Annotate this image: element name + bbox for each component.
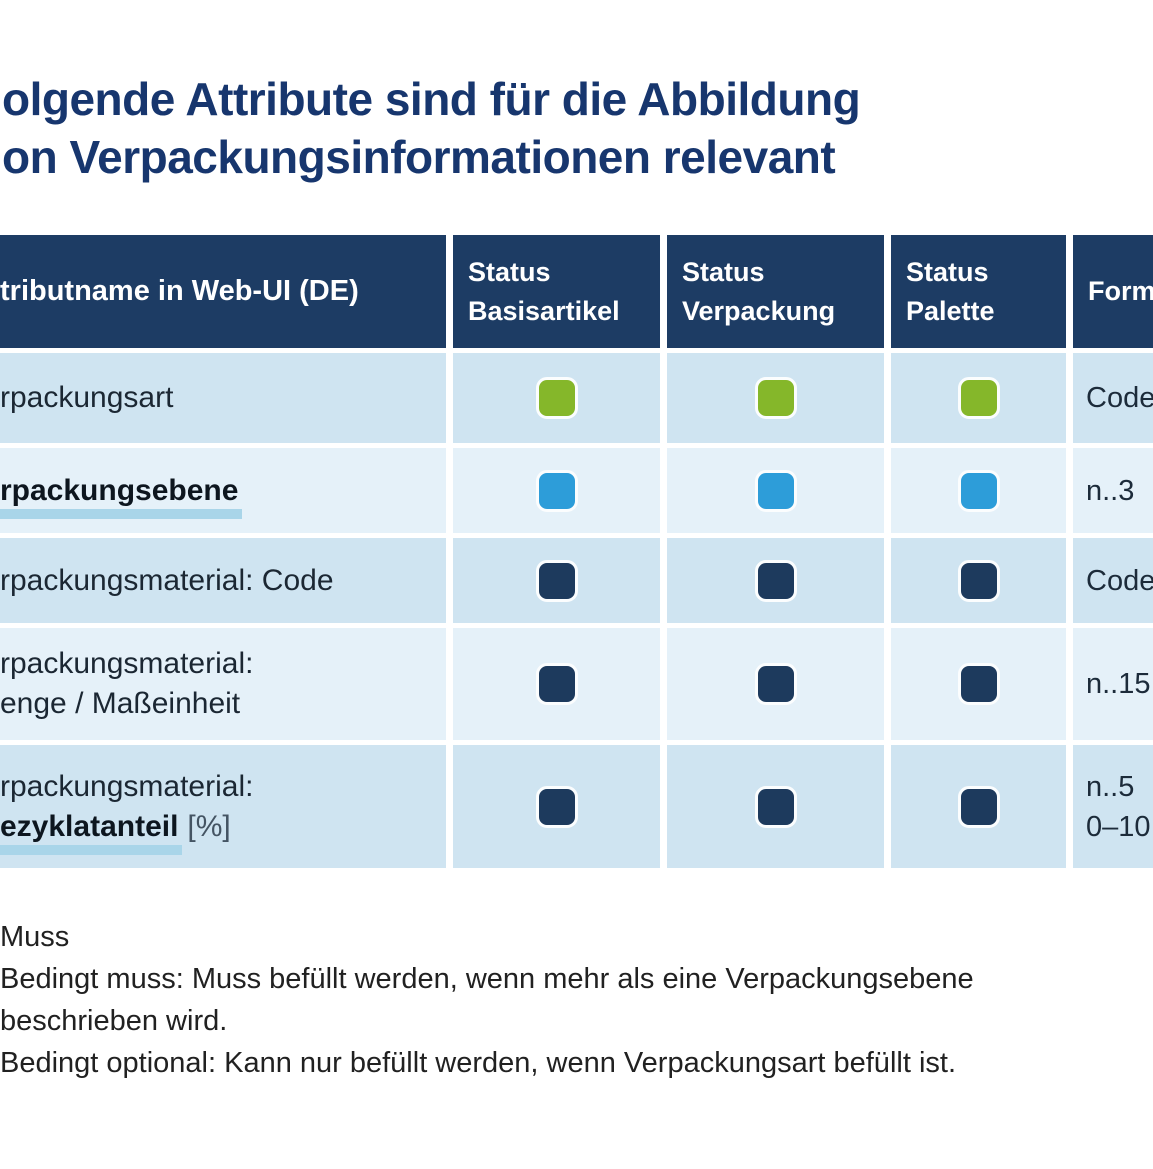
format-value: Code (1073, 538, 1153, 623)
page-title: olgende Attribute sind für die Abbildung… (2, 70, 861, 186)
attributes-table: tributname in Web-UI (DE) Status Basisar… (0, 235, 1153, 868)
format-value: n..5 0–10 (1073, 745, 1153, 868)
status-marker (754, 469, 797, 512)
status-marker (535, 377, 578, 419)
legend-item-bedingt-muss: Bedingt muss: Muss befüllt werden, wenn … (0, 963, 974, 995)
status-cell (891, 448, 1066, 533)
header-status-palette: Status Palette (891, 235, 1066, 348)
table-row-name: rpackungsart (0, 353, 446, 443)
legend-item-bedingt-muss-cont: beschrieben wird. (0, 1005, 228, 1037)
status-cell (891, 353, 1066, 443)
status-cell (453, 353, 660, 443)
header-status-basisartikel: Status Basisartikel (453, 235, 660, 348)
table-row-name: rpackungsmaterial: Code (0, 538, 446, 623)
status-marker (754, 559, 797, 602)
status-cell (667, 745, 884, 868)
status-marker (535, 663, 578, 705)
status-cell (667, 448, 884, 533)
header-status-verpackung: Status Verpackung (667, 235, 884, 348)
table-row-name: rpackungsebene (0, 448, 446, 533)
status-marker (754, 663, 797, 705)
status-marker (754, 377, 797, 419)
format-value: n..3 (1073, 448, 1153, 533)
legend-item-muss: Muss (0, 921, 70, 953)
highlighted-term: rpackungsebene (0, 471, 243, 519)
highlighted-term: ezyklatanteil (0, 807, 183, 855)
status-marker (957, 469, 1000, 512)
format-value: n..15 (1073, 628, 1153, 740)
status-cell (667, 538, 884, 623)
status-marker (535, 559, 578, 602)
header-format: Form (1073, 235, 1153, 348)
table-row-name: rpackungsmaterial: ezyklatanteil [%] (0, 745, 446, 868)
page-title-line-2: on Verpackungsinformationen relevant (2, 131, 836, 183)
status-cell (453, 448, 660, 533)
status-cell (453, 628, 660, 740)
table-row-name: rpackungsmaterial: enge / Maßeinheit (0, 628, 446, 740)
format-value: Code (1073, 353, 1153, 443)
status-marker (957, 785, 1000, 828)
status-cell (891, 745, 1066, 868)
legend: Muss Bedingt muss: Muss befüllt werden, … (0, 916, 1153, 1084)
status-cell (667, 628, 884, 740)
status-marker (957, 377, 1000, 419)
header-attribute-name: tributname in Web-UI (DE) (0, 235, 446, 348)
status-marker (535, 785, 578, 828)
status-cell (667, 353, 884, 443)
unit-suffix: [%] (187, 809, 231, 843)
status-cell (453, 538, 660, 623)
status-marker (535, 469, 578, 512)
status-cell (453, 745, 660, 868)
status-cell (891, 538, 1066, 623)
status-cell (891, 628, 1066, 740)
status-marker (754, 785, 797, 828)
status-marker (957, 559, 1000, 602)
status-marker (957, 663, 1000, 705)
page-title-line-1: olgende Attribute sind für die Abbildung (2, 73, 861, 125)
legend-item-bedingt-optional: Bedingt optional: Kann nur befüllt werde… (0, 1047, 956, 1079)
